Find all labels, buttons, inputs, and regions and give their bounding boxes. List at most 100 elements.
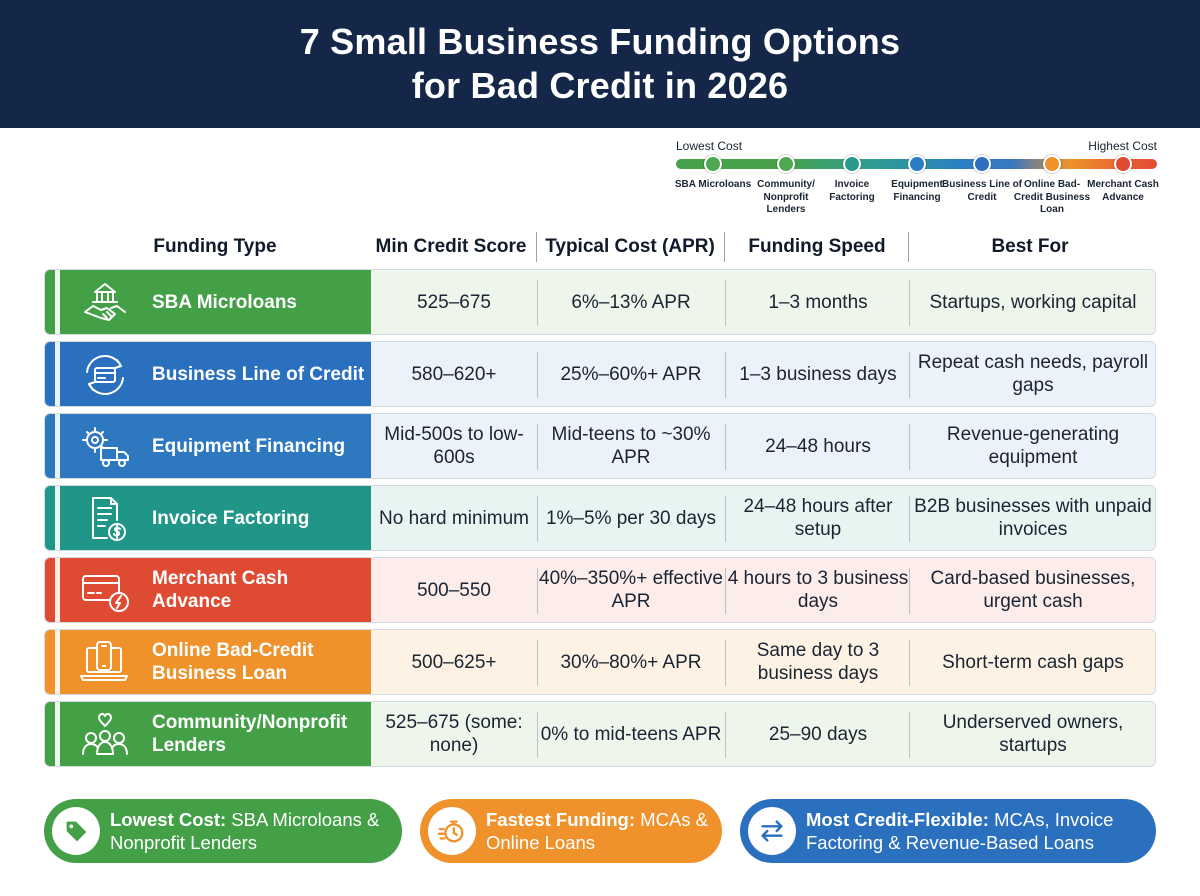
cell-separator xyxy=(537,496,538,542)
row-stripe xyxy=(55,486,60,550)
cell-separator xyxy=(537,424,538,470)
table-row: Business Line of Credit 580–620+ 25%–60%+ … xyxy=(44,341,1156,407)
col-head-speed: Funding Speed xyxy=(748,236,886,257)
funding-type-name: Business Line of Credit xyxy=(152,363,365,385)
cell-separator xyxy=(537,352,538,398)
funding-type-cell: Merchant Cash Advance xyxy=(45,558,371,622)
funding-type-name: SBA Microloans xyxy=(152,291,297,313)
scale-dot xyxy=(908,155,926,173)
cell-best: Revenue-generating equipment xyxy=(946,424,1120,468)
pill-text: Most Credit-Flexible: MCAs, Invoice Fact… xyxy=(806,808,1156,854)
row-stripe xyxy=(55,558,60,622)
cell-best: Card-based businesses, urgent cash xyxy=(930,568,1136,612)
scale-point-label: Online Bad-Credit Business Loan xyxy=(1013,179,1091,215)
row-stripe xyxy=(55,270,60,334)
scale-point-label: Equipment Financing xyxy=(891,179,943,203)
scale-point-label: Merchant Cash Advance xyxy=(1087,179,1159,203)
col-head-type: Funding Type xyxy=(153,236,277,257)
funding-type-name: Equipment Financing xyxy=(152,435,346,457)
cell-separator xyxy=(909,640,910,686)
cell-separator xyxy=(725,568,726,614)
cell-best: Short-term cash gaps xyxy=(942,651,1124,673)
fastest-funding-pill: Fastest Funding: MCAs & Online Loans xyxy=(420,799,722,863)
cell-cost: 40%–350%+ effective APR xyxy=(539,568,723,612)
cell-score: Mid-500s to low-600s xyxy=(384,424,524,468)
funding-type-name: Merchant Cash Advance xyxy=(152,568,289,612)
cell-score: 525–675 xyxy=(417,291,491,313)
cell-cost: 25%–60%+ APR xyxy=(560,363,702,385)
lowest-cost-pill: Lowest Cost: SBA Microloans & Nonprofit … xyxy=(44,799,402,863)
row-stripe xyxy=(55,630,60,694)
cell-speed: 24–48 hours after setup xyxy=(743,496,893,540)
cell-cost: 1%–5% per 30 days xyxy=(545,507,717,529)
title-line-1: 7 Small Business Funding Options xyxy=(299,21,901,62)
cell-score: 500–550 xyxy=(417,579,491,601)
scale-point-label: Community/ Nonprofit Lenders xyxy=(757,179,815,215)
title-line-2: for Bad Credit in 2026 xyxy=(411,65,789,106)
cell-separator xyxy=(725,496,726,542)
cell-separator xyxy=(725,280,726,326)
cell-separator xyxy=(725,352,726,398)
cell-best: Underserved owners, startups xyxy=(942,712,1124,756)
gear-truck-icon xyxy=(77,422,133,472)
col-head-separator xyxy=(536,232,537,262)
cell-separator xyxy=(909,352,910,398)
cell-score: 580–620+ xyxy=(411,363,497,385)
col-head-separator xyxy=(908,232,909,262)
scale-low-label: Lowest Cost xyxy=(676,139,743,153)
cell-best: Repeat cash needs, payroll gaps xyxy=(917,352,1149,396)
cell-speed: 4 hours to 3 business days xyxy=(727,568,909,612)
col-head-separator xyxy=(724,232,725,262)
row-stripe xyxy=(55,702,60,766)
col-head-cost: Typical Cost (APR) xyxy=(545,236,715,257)
handshake-capitol-icon xyxy=(77,278,133,328)
funding-type-cell: SBA Microloans xyxy=(45,270,371,334)
laptop-phone-icon xyxy=(77,638,133,688)
scale-point-label: SBA Microloans xyxy=(674,179,752,190)
cell-speed: Same day to 3 business days xyxy=(756,640,880,684)
col-head-best: Best For xyxy=(991,236,1069,257)
scale-dot xyxy=(777,155,795,173)
table-row: Invoice Factoring No hard minimum 1%–5% pe… xyxy=(44,485,1156,551)
scale-dot xyxy=(973,155,991,173)
table-row: Equipment Financing Mid-500s to low-600s M… xyxy=(44,413,1156,479)
page-header: 7 Small Business Funding Options for Bad… xyxy=(0,0,1200,128)
pill-text: Lowest Cost: SBA Microloans & Nonprofit … xyxy=(110,808,402,854)
cell-separator xyxy=(537,712,538,758)
pill-body: MCAs & Online Loans xyxy=(486,809,709,853)
cell-separator xyxy=(909,568,910,614)
cell-speed: 1–3 business days xyxy=(739,363,897,385)
cell-best: B2B businesses with unpaid invoices xyxy=(914,496,1152,540)
scale-dot xyxy=(1114,155,1132,173)
pill-heading: Lowest Cost: xyxy=(110,809,227,830)
pill-heading: Fastest Funding: xyxy=(486,809,636,830)
funding-type-cell: Equipment Financing xyxy=(45,414,371,478)
cell-cost: 6%–13% APR xyxy=(571,291,691,313)
cell-separator xyxy=(909,280,910,326)
cell-separator xyxy=(537,640,538,686)
funding-type-cell: Online Bad-Credit Business Loan xyxy=(45,630,371,694)
col-head-score: Min Credit Score xyxy=(375,236,527,257)
funding-type-cell: Invoice Factoring xyxy=(45,486,371,550)
table-row: Merchant Cash Advance 500–550 40%–350%+ ef… xyxy=(44,557,1156,623)
table-row: Online Bad-Credit Business Loan 500–625+ 3… xyxy=(44,629,1156,695)
cell-separator xyxy=(909,496,910,542)
cell-cost: 0% to mid-teens APR xyxy=(540,723,722,745)
cell-cost: Mid-teens to ~30% APR xyxy=(551,424,711,468)
cell-speed: 24–48 hours xyxy=(765,435,871,457)
community-heart-icon xyxy=(77,710,133,760)
funding-type-name: Community/Nonprofit Lenders xyxy=(152,712,348,756)
scale-dot xyxy=(843,155,861,173)
cost-scale: Lowest Cost Highest Cost SBA Microloans C… xyxy=(670,134,1165,224)
invoice-dollar-icon xyxy=(77,494,133,544)
scale-point-label: Business Line of Credit xyxy=(942,179,1023,203)
table-row: Community/Nonprofit Lenders 525–675 (some… xyxy=(44,701,1156,767)
cell-speed: 25–90 days xyxy=(768,723,868,745)
scale-dot xyxy=(704,155,722,173)
page-title: 7 Small Business Funding Options for Bad… xyxy=(300,20,900,108)
cell-separator xyxy=(725,424,726,470)
cell-best: Startups, working capital xyxy=(929,291,1137,313)
scale-point-label: Invoice Factoring xyxy=(829,179,875,203)
pill-text: Fastest Funding: MCAs & Online Loans xyxy=(486,808,722,854)
funding-type-name: Online Bad-Credit Business Loan xyxy=(152,640,314,684)
